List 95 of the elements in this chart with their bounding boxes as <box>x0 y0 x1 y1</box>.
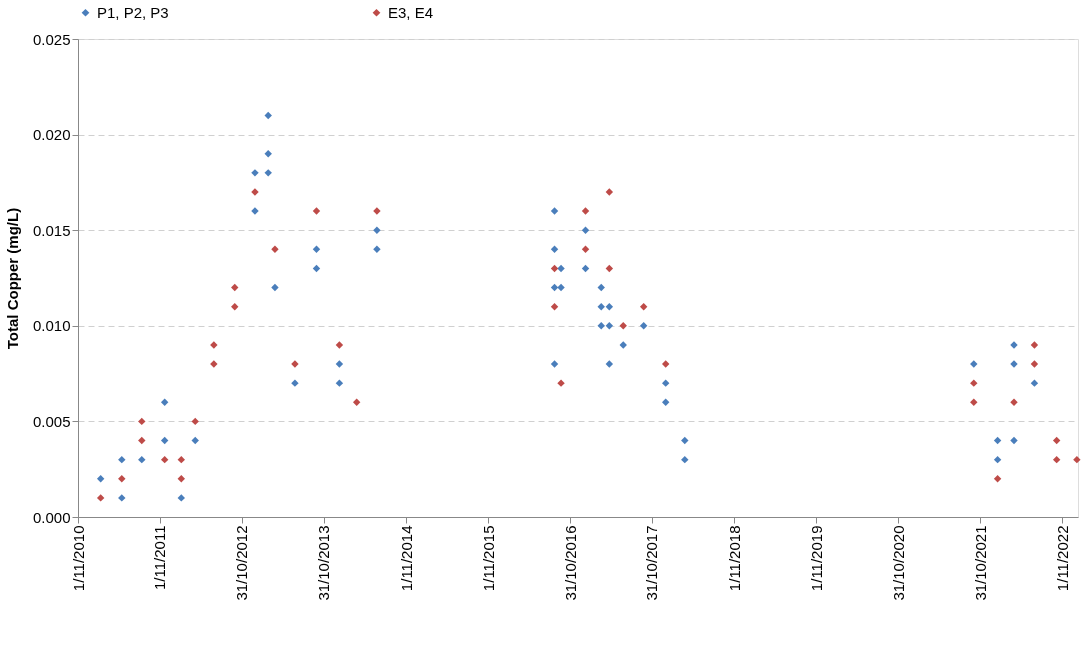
point <box>661 398 670 406</box>
point <box>970 379 978 387</box>
point <box>160 436 169 445</box>
point <box>557 283 565 292</box>
point <box>264 169 272 177</box>
point <box>550 302 559 311</box>
point <box>605 360 614 368</box>
x-tick-label: 1/11/2015 <box>479 525 497 592</box>
point <box>597 283 605 292</box>
x-tick-label: 31/10/2020 <box>889 525 907 601</box>
x-tick-label: 31/10/2013 <box>315 525 333 601</box>
point <box>264 111 272 120</box>
x-tick-label: 31/10/2017 <box>643 525 661 601</box>
point <box>619 341 627 349</box>
point <box>271 283 279 292</box>
point <box>177 455 186 464</box>
point <box>160 398 169 406</box>
point <box>597 302 605 311</box>
point <box>335 360 344 368</box>
point <box>191 417 199 426</box>
point <box>550 360 559 368</box>
x-tick-label: 1/11/2019 <box>807 525 825 592</box>
point <box>177 475 186 483</box>
point <box>970 398 978 406</box>
point <box>1030 360 1039 368</box>
point <box>264 150 272 158</box>
point <box>373 226 381 234</box>
point <box>581 207 590 215</box>
point <box>231 302 239 311</box>
point <box>1010 436 1018 445</box>
y-tick-label: 0.010 <box>32 317 71 335</box>
point <box>138 417 146 426</box>
point <box>312 264 321 273</box>
point <box>639 322 648 330</box>
point <box>605 302 614 311</box>
point <box>373 245 381 254</box>
point <box>352 398 361 406</box>
y-tick-label: 0.000 <box>32 508 71 526</box>
point <box>96 494 105 502</box>
point <box>160 455 169 464</box>
y-tick-label: 0.015 <box>32 221 71 239</box>
point <box>312 245 321 254</box>
point <box>271 245 279 254</box>
point <box>681 455 689 464</box>
point <box>993 436 1002 445</box>
y-tick-label: 0.005 <box>32 412 71 430</box>
y-tick-label: 0.025 <box>32 30 71 48</box>
point <box>335 341 344 349</box>
point <box>557 264 565 273</box>
point <box>619 322 627 330</box>
point <box>550 264 559 273</box>
x-tick-label: 1/11/2011 <box>151 525 169 591</box>
point <box>312 207 321 215</box>
x-tick-label: 1/11/2010 <box>69 525 87 592</box>
point <box>581 264 590 273</box>
point <box>639 302 648 311</box>
point <box>231 283 239 292</box>
point <box>96 475 105 483</box>
point <box>661 360 670 368</box>
point <box>581 245 590 254</box>
point <box>1052 455 1061 464</box>
y-axis-title: Total Copper (mg/L) <box>3 207 21 350</box>
legend-label: E3, E4 <box>388 3 434 21</box>
point <box>597 322 605 330</box>
y-tick-label: 0.020 <box>32 126 71 144</box>
x-tick-label: 1/11/2018 <box>725 525 743 592</box>
point <box>118 475 126 483</box>
point <box>605 188 614 196</box>
x-tick-label: 31/10/2016 <box>561 525 579 601</box>
point <box>118 494 126 502</box>
point <box>993 455 1002 464</box>
legend-label: P1, P2, P3 <box>97 3 169 21</box>
point <box>550 245 559 254</box>
point <box>191 436 199 445</box>
point <box>138 436 146 445</box>
x-tick-label: 31/10/2021 <box>971 525 989 601</box>
point <box>1030 379 1039 387</box>
point <box>661 379 670 387</box>
point <box>177 494 186 502</box>
point <box>1073 455 1081 464</box>
point <box>138 455 146 464</box>
x-tick-label: 1/11/2014 <box>397 525 415 592</box>
point <box>605 264 614 273</box>
x-tick-label: 31/10/2012 <box>233 525 251 601</box>
point <box>550 207 559 215</box>
point <box>1030 341 1039 349</box>
point <box>1052 436 1061 445</box>
point <box>1010 398 1018 406</box>
point <box>118 455 126 464</box>
point <box>335 379 344 387</box>
point <box>581 226 590 234</box>
point <box>605 322 614 330</box>
point <box>681 436 689 445</box>
point <box>993 475 1002 483</box>
x-tick-label: 1/11/2022 <box>1053 525 1071 592</box>
